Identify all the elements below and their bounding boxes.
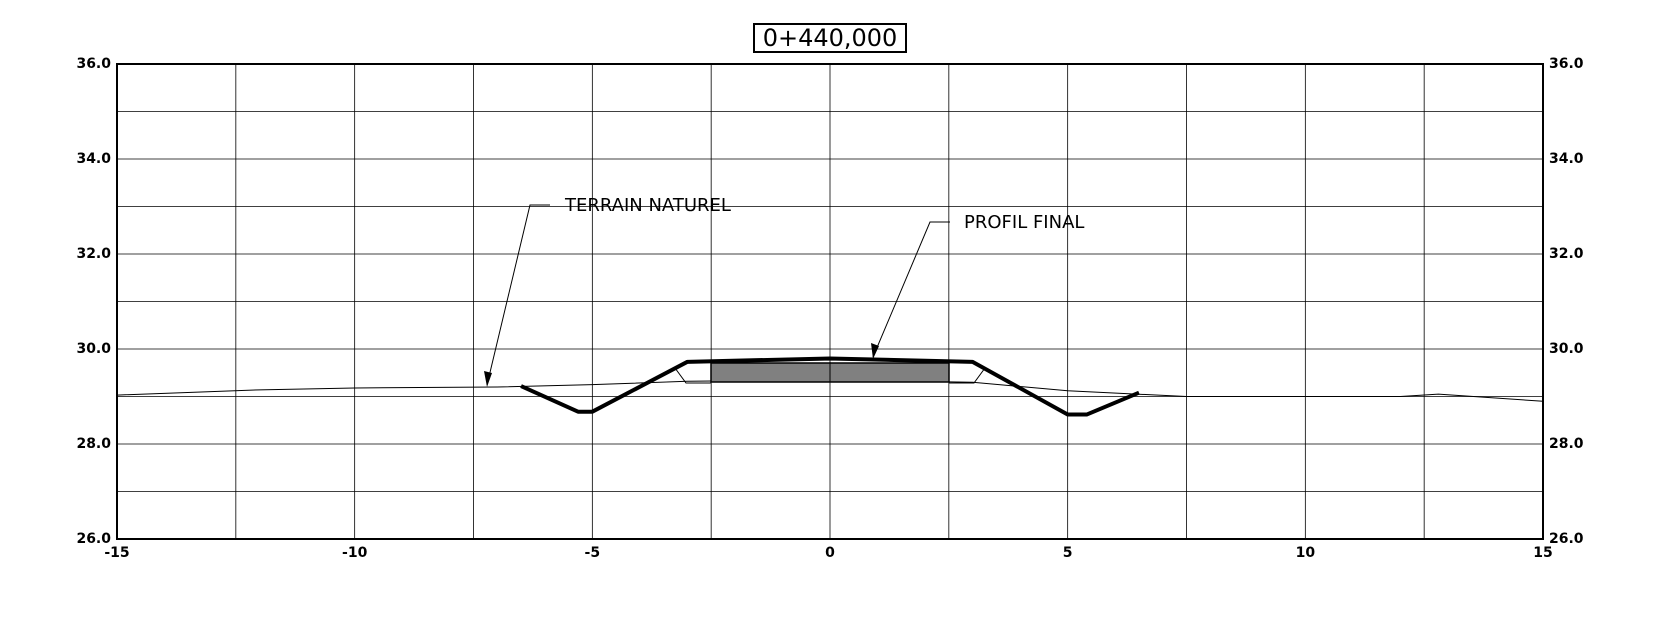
y-tick-label-right: 26.0 [1549,531,1584,547]
chart-title: 0+440,000 [763,24,898,52]
y-tick-label-right: 32.0 [1549,246,1584,262]
arrow-head [871,343,879,359]
y-tick-label: 36.0 [76,56,111,72]
title-box [753,23,907,53]
x-tick-label: -10 [342,545,368,561]
series-line [520,356,1140,417]
x-tick-label: -15 [104,545,129,561]
y-tick-label-right: 36.0 [1549,56,1584,72]
x-tick-label: 0 [825,545,835,561]
annotation: PROFIL FINAL [964,212,1084,233]
annotation: TERRAIN NATUREL [564,195,731,216]
shoulder [949,367,986,384]
y-tick-label: 30.0 [76,341,111,357]
shoulder [674,367,711,384]
y-tick-label-right: 34.0 [1549,151,1584,167]
y-tick-label-right: 28.0 [1549,436,1584,452]
y-tick-label: 32.0 [76,246,111,262]
x-tick-label: 15 [1533,545,1552,561]
y-tick-label-right: 30.0 [1549,341,1584,357]
x-tick-label: 5 [1063,545,1073,561]
x-tick-label: -5 [585,545,601,561]
y-tick-label: 34.0 [76,151,111,167]
y-tick-label: 28.0 [76,436,111,452]
leader [486,204,550,386]
leader [872,221,950,358]
plot-frame [116,63,1544,540]
y-tick-label: 26.0 [76,531,111,547]
x-tick-label: 10 [1296,545,1316,561]
arrow-head [484,371,492,387]
